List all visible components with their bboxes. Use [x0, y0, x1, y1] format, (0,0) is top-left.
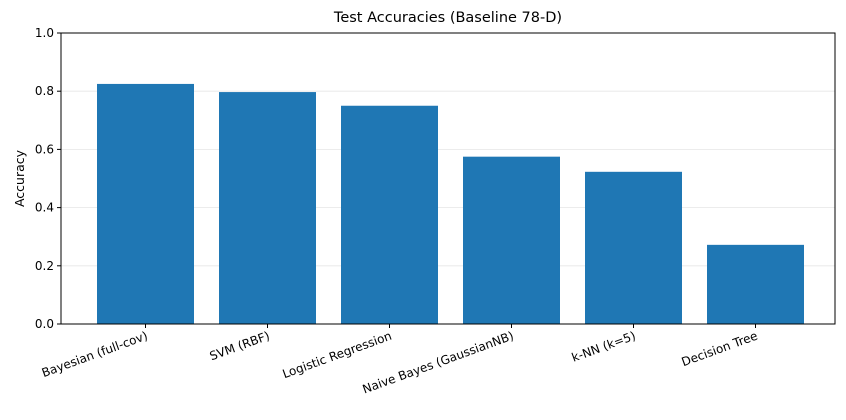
y-axis-label: Accuracy	[12, 149, 27, 207]
bar-4	[585, 171, 682, 324]
bar-0	[97, 83, 194, 324]
bar-3	[463, 156, 560, 324]
y-tick-label: 0.4	[35, 201, 54, 215]
bars	[97, 83, 804, 324]
y-tick-label: 0.8	[35, 84, 54, 98]
y-tick-label: 0.0	[35, 317, 54, 331]
bar-5	[707, 244, 804, 324]
y-tick-label: 0.2	[35, 259, 54, 273]
y-tick-label: 0.6	[35, 142, 54, 156]
y-axis-ticks: 0.0 0.2 0.4 0.6 0.8 1.0	[35, 26, 61, 331]
bar-1	[219, 92, 316, 324]
y-tick-label: 1.0	[35, 26, 54, 40]
plot-frame	[60, 32, 836, 325]
chart-title: Test Accuracies (Baseline 78-D)	[333, 10, 562, 26]
bar-2	[341, 105, 438, 324]
